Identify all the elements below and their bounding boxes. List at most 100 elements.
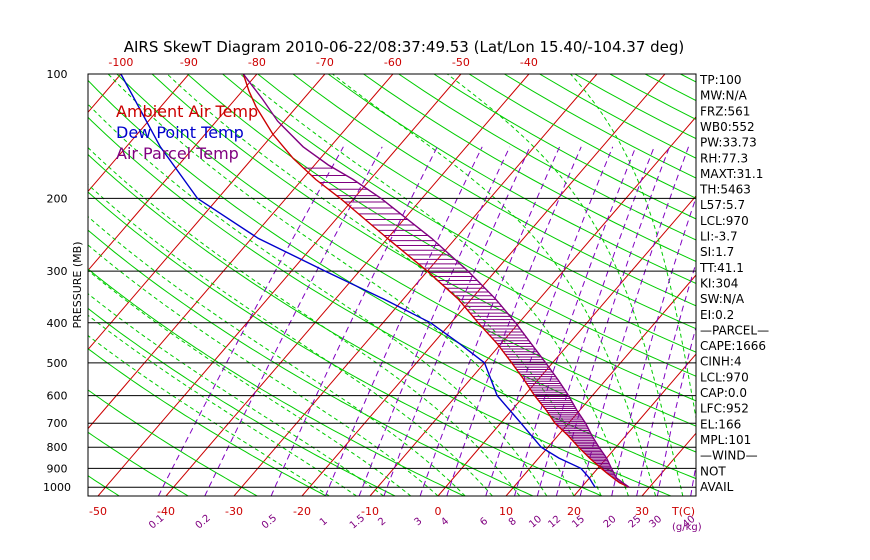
isotherm-line	[165, 74, 530, 496]
stability-index: SI:1.7	[700, 245, 734, 259]
mixing-ratio-tick-label: 30	[647, 514, 664, 531]
isotherm-line	[88, 74, 122, 114]
top-temp-tick-label: -70	[316, 56, 334, 69]
dry-adiabat-line	[398, 74, 696, 241]
stability-index: —WIND—	[700, 449, 758, 463]
legend: Ambient Air Temp Dew Point Temp Air Parcel…	[116, 102, 258, 163]
parcel-temp-profile	[242, 74, 630, 488]
pressure-axis-label: PRESSURE (MB)	[71, 242, 84, 329]
isotherm-line	[88, 74, 258, 272]
stability-index: MAXT:31.1	[700, 167, 763, 181]
top-temp-tick-label: -90	[180, 56, 198, 69]
mixing-ratio-tick-label: 1	[318, 516, 330, 529]
moist-adiabat-line	[88, 103, 548, 496]
mixing-ratio-tick-label: 4	[439, 516, 451, 529]
bottom-temp-tick-label: 10	[499, 505, 513, 518]
legend-entry: Dew Point Temp	[116, 123, 244, 142]
isotherm-line	[778, 74, 870, 496]
chart-title: AIRS SkewT Diagram 2010-06-22/08:37:49.5…	[124, 38, 685, 56]
legend-entry: Air Parcel Temp	[116, 144, 239, 163]
stability-index: LCL:970	[700, 370, 749, 384]
pressure-tick-label: 700	[47, 417, 68, 430]
moist-adiabat-line	[239, 74, 629, 496]
isotherm-line	[97, 74, 462, 496]
moist-adiabat-line	[88, 314, 357, 496]
stability-index: EI:0.2	[700, 308, 734, 322]
stability-index: FRZ:561	[700, 104, 750, 118]
dewpoint-profile	[120, 74, 596, 488]
stability-index: TT:41.1	[699, 261, 744, 275]
bottom-temp-tick-label: -20	[293, 505, 311, 518]
isotherm-line	[846, 74, 870, 496]
moist-adiabat-line	[88, 293, 384, 496]
bottom-temp-tick-label: 20	[567, 505, 581, 518]
isotherm-line	[233, 74, 598, 496]
bottom-temp-tick-label: -10	[361, 505, 379, 518]
stability-index: LCL:970	[700, 214, 749, 228]
pressure-tick-label: 600	[47, 390, 68, 403]
dry-adiabat-line	[292, 74, 696, 307]
isotherm-line	[88, 74, 394, 430]
pressure-tick-label: 1000	[43, 481, 71, 494]
dry-adiabat-line	[187, 74, 696, 377]
top-temp-tick-label: -100	[108, 56, 133, 69]
mixing-ratio-axis-unit: (g/kg)	[672, 522, 702, 533]
isotherm-line	[88, 74, 190, 193]
stability-index: LFC:952	[700, 402, 749, 416]
pressure-tick-label: 100	[47, 68, 68, 81]
pressure-tick-label: 900	[47, 462, 68, 475]
dry-adiabat-line	[88, 431, 189, 496]
moist-adiabat-line	[332, 74, 657, 496]
dry-adiabat-line	[88, 229, 534, 496]
pressure-tick-label: 800	[47, 441, 68, 454]
mixing-ratio-tick-label: 10	[527, 514, 544, 531]
dry-adiabat-line	[88, 348, 327, 496]
ambient-temp-profile	[242, 74, 630, 488]
pressure-tick-label: 500	[47, 357, 68, 370]
moist-adiabat-line	[107, 74, 575, 496]
dry-adiabat-line	[751, 74, 870, 496]
moist-adiabat-line	[88, 244, 439, 496]
plot-area	[0, 74, 870, 496]
stability-index: L57:5.7	[700, 198, 745, 212]
moist-adiabat-line	[88, 334, 330, 496]
stability-index: SW:N/A	[700, 292, 745, 306]
stability-index: NOT	[700, 464, 726, 478]
mixing-ratio-tick-label: 12	[546, 514, 563, 531]
moist-adiabat-line	[570, 74, 696, 421]
stability-index: MPL:101	[700, 433, 751, 447]
stability-index: LI:-3.7	[700, 230, 738, 244]
dry-adiabat-line	[88, 116, 696, 480]
stability-index: EL:166	[700, 417, 741, 431]
pressure-tick-label: 300	[47, 265, 68, 278]
stability-index: TH:5463	[699, 183, 751, 197]
stability-index: KI:304	[700, 276, 738, 290]
mixing-ratio-line	[325, 146, 483, 496]
stability-index: CINH:4	[700, 355, 742, 369]
top-temperature-axis: -100 -90 -80 -70 -60 -50 -40	[108, 56, 537, 69]
bottom-temp-tick-label: -50	[89, 505, 107, 518]
dry-adiabat-line	[327, 74, 696, 284]
stability-index: PW:33.73	[700, 136, 757, 150]
mixing-ratio-tick-label: 20	[602, 514, 619, 531]
top-temp-tick-label: -80	[248, 56, 266, 69]
top-temp-tick-label: -50	[452, 56, 470, 69]
dry-adiabat-line	[151, 74, 696, 402]
temperature-axis-unit: T(C)	[671, 505, 695, 518]
dry-adiabat-line	[222, 74, 696, 353]
mixing-ratio-tick-label: 6	[478, 516, 490, 529]
bottom-temp-tick-label: -40	[157, 505, 175, 518]
moist-adiabat-line	[88, 269, 412, 496]
pressure-tick-label: 400	[47, 317, 68, 330]
plot-frame	[87, 73, 697, 497]
isotherm-line	[0, 74, 53, 496]
dry-adiabat-line	[88, 389, 258, 496]
dry-adiabat-line	[116, 74, 696, 427]
stability-index: CAP:0.0	[700, 386, 747, 400]
bottom-temperature-axis: -50 -40 -30 -20 -10 0 10 20 30	[89, 505, 649, 518]
bottom-temp-tick-label: 30	[635, 505, 649, 518]
bottom-temp-tick-label: 0	[435, 505, 442, 518]
stability-index: —PARCEL—	[700, 323, 769, 337]
moist-adiabat-line	[88, 215, 466, 496]
